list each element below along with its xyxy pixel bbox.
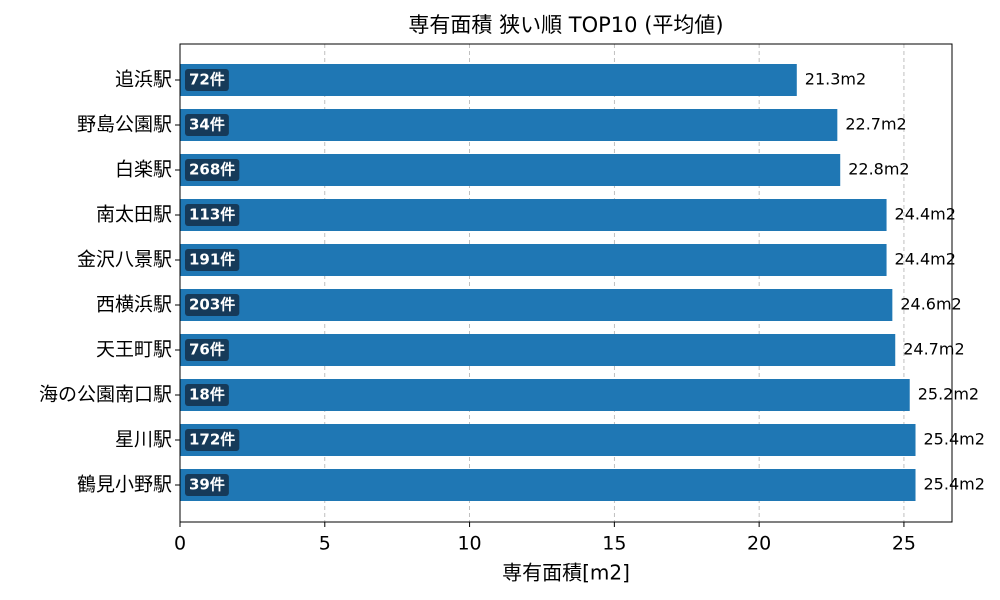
value-label: 24.7m2 [903, 340, 964, 359]
bar [180, 244, 887, 276]
value-label: 24.6m2 [900, 295, 961, 314]
x-tick-label: 5 [319, 533, 331, 555]
count-label: 203件 [189, 296, 235, 314]
count-label: 72件 [189, 71, 225, 89]
bar [180, 199, 887, 231]
y-tick-label: 天王町駅 [96, 339, 172, 361]
y-tick-label: 野島公園駅 [77, 114, 172, 136]
count-label: 76件 [189, 341, 225, 359]
count-label: 268件 [189, 161, 235, 179]
count-box [185, 249, 240, 271]
count-label: 113件 [189, 206, 235, 224]
bar [180, 469, 916, 501]
value-label: 24.4m2 [895, 250, 956, 269]
bar [180, 64, 797, 96]
y-tick-label: 白楽駅 [115, 159, 172, 181]
count-box [185, 339, 229, 361]
y-tick-label: 追浜駅 [115, 69, 172, 91]
count-box [185, 159, 240, 181]
count-box [185, 429, 240, 451]
value-label: 25.4m2 [924, 475, 985, 494]
y-tick-label: 金沢八景駅 [77, 249, 172, 271]
count-box [185, 294, 240, 316]
count-box [185, 204, 240, 226]
bar [180, 109, 838, 141]
count-label: 34件 [189, 116, 225, 134]
bar [180, 289, 893, 321]
bar [180, 334, 896, 366]
value-label: 22.8m2 [848, 160, 909, 179]
x-tick-label: 25 [892, 533, 916, 555]
y-tick-label: 南太田駅 [96, 204, 172, 226]
bar [180, 424, 916, 456]
y-tick-label: 西横浜駅 [96, 294, 172, 316]
count-box [185, 69, 229, 91]
x-tick-label: 20 [747, 533, 771, 555]
count-label: 172件 [189, 431, 235, 449]
x-tick-label: 15 [602, 533, 626, 555]
count-box [185, 114, 229, 136]
value-label: 21.3m2 [805, 70, 866, 89]
chart-title: 専有面積 狭い順 TOP10 (平均値) [408, 13, 723, 37]
count-box [185, 474, 229, 496]
value-label: 22.7m2 [845, 115, 906, 134]
count-box [185, 384, 229, 406]
x-tick-label: 0 [174, 533, 186, 555]
y-tick-label: 星川駅 [115, 429, 172, 451]
x-tick-label: 10 [457, 533, 481, 555]
plot-frame [179, 43, 953, 523]
count-label: 18件 [189, 386, 225, 404]
value-label: 25.2m2 [918, 385, 979, 404]
count-label: 39件 [189, 476, 225, 494]
bar [180, 379, 910, 411]
y-tick-label: 海の公園南口駅 [39, 384, 172, 406]
y-tick-label: 鶴見小野駅 [77, 474, 172, 496]
value-label: 24.4m2 [895, 205, 956, 224]
x-axis-label: 専有面積[m2] [502, 561, 630, 585]
value-label: 25.4m2 [924, 430, 985, 449]
count-label: 191件 [189, 251, 235, 269]
bar [180, 154, 841, 186]
